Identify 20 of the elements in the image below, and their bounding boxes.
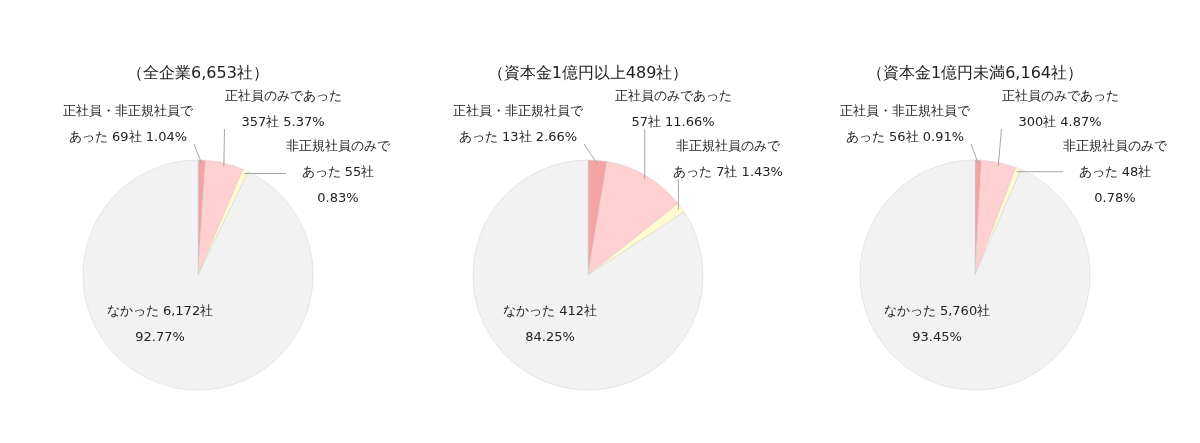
chart-title: （資本金1億円未満6,164社） (867, 63, 1083, 82)
pie-slice (82, 159, 314, 391)
slice-label: 正社員のみであった (1001, 88, 1119, 103)
slice-label: 正社員のみであった (614, 88, 732, 103)
slice-label: 非正規社員のみであった 7社 1.43% (673, 138, 783, 179)
slice-label: 正社員のみであった (224, 88, 342, 103)
slice-label: なかった 5,760社 93.45% (883, 303, 991, 344)
chart-title: （全企業6,653社） (127, 63, 269, 82)
pie-slice (859, 159, 1091, 391)
chart-title: （資本金1億円以上489社） (487, 63, 689, 82)
data-label: 357社 5.37% (241, 114, 325, 129)
slice-label: 非正規社員のみであった 48社 0.78% (1063, 138, 1168, 205)
data-label: 57社 11.66% (631, 114, 715, 129)
slice-label: なかった 412社 84.25% (503, 303, 597, 344)
data-label: 300社 4.87% (1018, 114, 1102, 129)
slice-label: 正社員・非正規社員であった 13社 2.66% (453, 103, 584, 144)
slice-label: 正社員・非正規社員であった 56社 0.91% (840, 103, 971, 144)
slice-label: 非正規社員のみであった 55社 0.83% (286, 138, 391, 205)
slice-label: なかった 6,172社 92.77% (106, 303, 214, 344)
slice-label: 正社員・非正規社員であった 69社 1.04% (63, 103, 194, 144)
